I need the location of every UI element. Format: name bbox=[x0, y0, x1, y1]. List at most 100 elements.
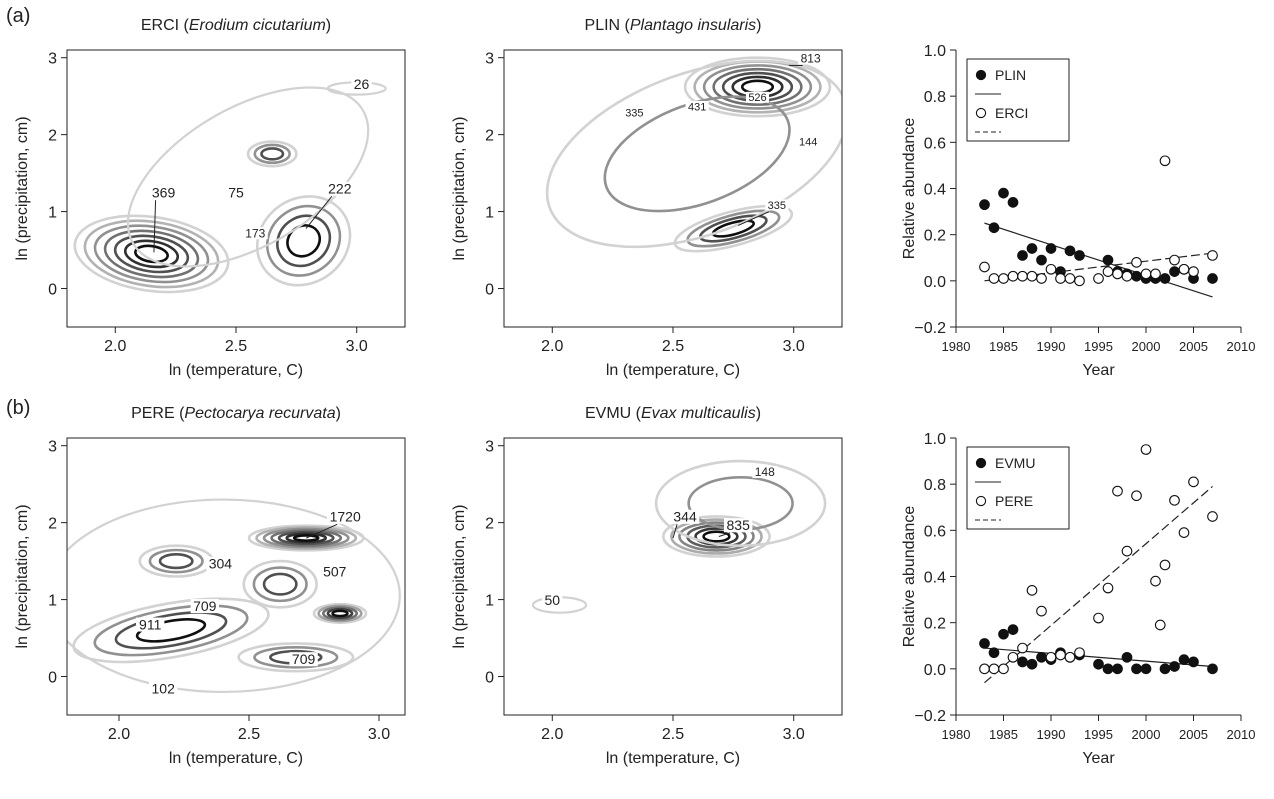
contour-level bbox=[678, 521, 755, 552]
y-tick-label: 0.2 bbox=[924, 228, 946, 245]
x-tick-label: 3.0 bbox=[368, 726, 390, 743]
scatter-panel-plin-erci: 1980 1985 1990 1995 2000 2005 2010 −0.2 0.0 0.2 0.… bbox=[901, 43, 1255, 379]
data-point bbox=[1102, 582, 1114, 594]
y-tick-label: 1 bbox=[485, 205, 494, 222]
contour-label: 335 bbox=[768, 200, 786, 212]
y-tick-label: 3 bbox=[485, 51, 494, 68]
contour-level bbox=[321, 606, 359, 621]
data-point bbox=[1007, 624, 1019, 635]
contour-label: 148 bbox=[755, 465, 775, 479]
contour-label: 1720 bbox=[330, 509, 361, 525]
contour-level bbox=[83, 219, 220, 289]
x-tick-label: 2.5 bbox=[225, 338, 247, 355]
title-species: Erodium cicutarium bbox=[189, 17, 326, 34]
panel-title: ERCI (Erodium cicutarium) bbox=[141, 17, 331, 34]
data-point bbox=[1045, 243, 1057, 254]
legend-marker bbox=[975, 495, 987, 507]
panel-title: PLIN (Plantago insularis) bbox=[585, 17, 762, 34]
contour-level bbox=[134, 244, 169, 264]
data-point bbox=[1102, 254, 1114, 266]
contour-panel-erci: ERCI (Erodium cicutarium) 26 369 75 222 173 2.… bbox=[14, 17, 406, 379]
data-point bbox=[1017, 656, 1028, 668]
contour-level bbox=[67, 498, 401, 693]
y-tick-label: −0.2 bbox=[914, 320, 946, 337]
x-tick-label: 1995 bbox=[1084, 339, 1113, 354]
contour-lines bbox=[531, 459, 827, 614]
data-point bbox=[1017, 270, 1028, 282]
data-point bbox=[998, 663, 1009, 675]
x-tick-label: 2.0 bbox=[108, 726, 130, 743]
y-tick-label: 0.0 bbox=[924, 662, 946, 679]
y-axis-label: ln (precipitation, cm) bbox=[14, 504, 31, 648]
x-tick-label: 2.5 bbox=[662, 338, 684, 355]
contour-level bbox=[255, 526, 358, 551]
contour-level bbox=[545, 59, 842, 249]
title-close: ) bbox=[756, 405, 761, 422]
contour-label-bg bbox=[225, 185, 247, 200]
legend-label: ERCI bbox=[995, 105, 1028, 121]
y-tick-label: 2 bbox=[48, 128, 57, 145]
plot-frame bbox=[66, 437, 406, 716]
title-code: ERCI ( bbox=[141, 17, 190, 34]
data-point bbox=[1121, 545, 1133, 557]
data-point bbox=[1131, 257, 1142, 268]
contour-label: 50 bbox=[544, 592, 560, 608]
y-tick-label: 3 bbox=[48, 51, 57, 68]
contour-level bbox=[93, 604, 249, 657]
x-tick-label: 1980 bbox=[942, 339, 971, 354]
data-point bbox=[979, 261, 990, 273]
scatter-panel-evmu-pere: 1980 1985 1990 1995 2000 2005 2010 −0.2 0.0 0.2 0.… bbox=[901, 431, 1255, 767]
data-point bbox=[1178, 527, 1190, 538]
contour-label: 431 bbox=[688, 101, 706, 113]
data-point bbox=[1178, 263, 1190, 275]
data-point bbox=[1093, 658, 1104, 670]
contour-level bbox=[276, 214, 332, 268]
data-point bbox=[988, 273, 1000, 284]
y-tick-label: 0.8 bbox=[924, 477, 946, 494]
contour-label-bg bbox=[752, 465, 778, 478]
x-tick-label: 2005 bbox=[1179, 339, 1208, 354]
data-point bbox=[1159, 273, 1171, 284]
contour-leader bbox=[718, 532, 731, 537]
contour-level bbox=[242, 559, 318, 609]
contour-label: 813 bbox=[801, 52, 821, 66]
contour-label-bg bbox=[542, 592, 563, 607]
x-tick-label: 2010 bbox=[1227, 727, 1256, 742]
y-tick-label: 0.8 bbox=[924, 89, 946, 106]
data-point bbox=[988, 647, 1000, 659]
contour-leader bbox=[305, 523, 338, 539]
y-tick-label: 0.4 bbox=[924, 182, 946, 199]
data-point bbox=[1045, 263, 1057, 275]
data-point bbox=[1150, 575, 1161, 587]
data-point bbox=[1207, 273, 1218, 284]
y-tick-label: 1 bbox=[48, 593, 57, 610]
data-point bbox=[1036, 273, 1047, 284]
data-point bbox=[1064, 245, 1076, 257]
y-tick-label: 3 bbox=[485, 439, 494, 456]
contour-level bbox=[73, 214, 230, 294]
contour-label: 344 bbox=[673, 509, 697, 525]
data-point bbox=[1026, 243, 1038, 254]
y-tick-label: −0.2 bbox=[914, 708, 946, 725]
data-point bbox=[1026, 658, 1038, 670]
x-tick-label: 3.0 bbox=[783, 726, 805, 743]
contour-label: 911 bbox=[139, 616, 162, 632]
contour-label: 369 bbox=[152, 185, 176, 201]
contour-level bbox=[712, 67, 803, 106]
contour-label-bg bbox=[190, 599, 219, 614]
contour-label: 222 bbox=[328, 181, 352, 197]
contour-level bbox=[253, 645, 339, 669]
x-tick-label: 2005 bbox=[1179, 727, 1208, 742]
y-tick-label: 0 bbox=[48, 282, 57, 299]
x-axis-label: ln (temperature, C) bbox=[169, 750, 303, 767]
contour-level bbox=[670, 518, 763, 555]
contour-leader bbox=[672, 524, 678, 539]
data-point bbox=[1074, 275, 1085, 287]
title-species: Plantago insularis bbox=[630, 17, 756, 34]
data-point bbox=[1159, 155, 1171, 167]
contour-leader bbox=[737, 211, 770, 226]
y-axis-label: Relative abundance bbox=[901, 506, 918, 648]
contour-label-bg bbox=[325, 181, 354, 196]
contour-level bbox=[253, 143, 291, 165]
